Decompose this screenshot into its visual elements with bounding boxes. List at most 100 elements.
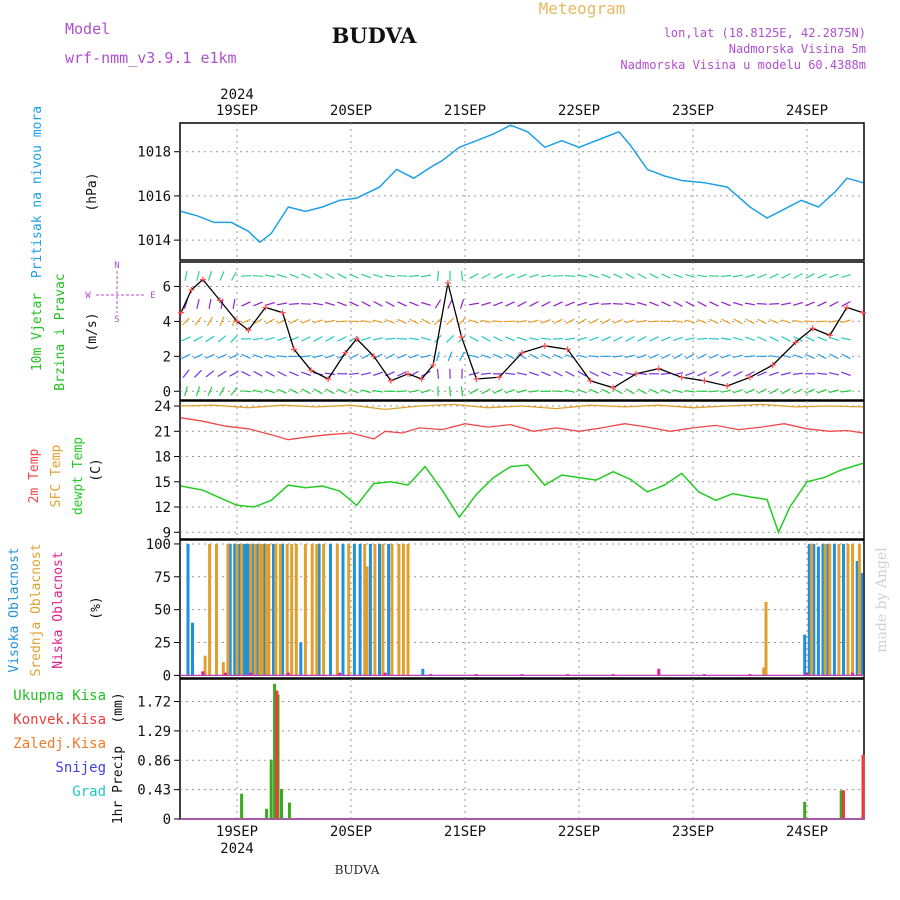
wind-arrow (241, 301, 251, 307)
wind-gust-markers (178, 276, 866, 391)
bar-srednja-oblacnost (851, 543, 855, 676)
wind-arrow (577, 301, 587, 306)
bar-srednja-oblacnost (347, 543, 351, 676)
compass-east: E (150, 291, 155, 301)
wind-arrow (685, 353, 695, 360)
wind-arrow (565, 318, 575, 325)
y-tick-label: 0.43 (137, 783, 171, 799)
bar-srednja-oblacnost (401, 543, 405, 676)
bar-visoka-oblacnost (272, 543, 275, 676)
wind-gust-marker (216, 297, 223, 304)
wind-arrow (756, 303, 768, 305)
wind-arrow (684, 390, 696, 393)
bar-srednja-oblacnost (203, 655, 207, 676)
wind-arrow (733, 337, 743, 341)
day-label-bottom: 22SEP (558, 824, 600, 840)
wind-arrow (193, 353, 203, 359)
wind-arrow (337, 301, 347, 307)
bar-srednja-oblacnost (837, 543, 841, 676)
bar-niska-oblacnost (429, 674, 433, 676)
wind-arrow (685, 319, 695, 324)
wind-arrow (781, 335, 791, 342)
wind-arrow (720, 389, 732, 393)
wind-arrow (481, 388, 491, 395)
wind-gust-marker (245, 327, 252, 334)
wind-arrow (434, 299, 442, 309)
wind-arrow (589, 388, 599, 394)
wind-arrow (576, 354, 588, 358)
bar-niska-oblacnost (249, 672, 253, 676)
wind-arrow (421, 318, 431, 325)
bar-srednja-oblacnost (823, 543, 827, 676)
wind-arrow (384, 274, 396, 278)
wind-arrow (459, 299, 465, 309)
wind-arrow (768, 355, 780, 358)
bar-ukupna-kisa (280, 789, 283, 819)
sfc-temp-line (180, 403, 864, 411)
wind-gust-marker (473, 376, 480, 383)
wind-arrow (288, 303, 300, 305)
bar-visoka-oblacnost (860, 572, 864, 676)
wind-arrow (361, 273, 371, 279)
wind-arrow (529, 390, 539, 393)
wind-arrow (301, 273, 311, 279)
wind-arrow (624, 354, 636, 359)
wind-arrow (373, 300, 383, 307)
cloud-panel: 0 25 50 75 100 Visoka Oblacnost Srednja Obla… (7, 537, 865, 684)
wind-arrow (841, 274, 851, 278)
wind-arrow (252, 389, 264, 393)
wind-arrow (661, 301, 671, 307)
year-bottom: 2024 (220, 841, 254, 857)
wind-arrow (397, 371, 407, 377)
bar-visoka-oblacnost (842, 543, 845, 676)
y-tick-label: 0.86 (137, 753, 171, 769)
wind-arrow (409, 318, 419, 325)
wind-arrow (661, 353, 671, 360)
wind-arrow (840, 337, 852, 341)
wind-arrow (673, 320, 683, 323)
cloud-bars (180, 543, 864, 676)
wind-speed-line (180, 278, 864, 389)
wind-arrow (612, 303, 624, 305)
compass-west: W (85, 291, 91, 301)
wind-arrow (265, 318, 275, 325)
wind-arrow (816, 372, 828, 375)
wind-arrow (661, 389, 671, 394)
wind-gust-marker (860, 309, 866, 316)
wind-arrow (184, 386, 188, 397)
wind-arrow (673, 301, 683, 307)
wind-arrow (516, 372, 528, 376)
wind-arrow (529, 319, 539, 324)
wind-arrow (194, 317, 202, 326)
wind-arrow (181, 353, 191, 360)
wind-arrow (493, 353, 503, 359)
wind-arrow (697, 353, 707, 360)
y-tick-label: 2 (163, 349, 171, 365)
wind-gust-marker (342, 349, 349, 356)
wind-arrow (409, 337, 419, 341)
wind-arrow (636, 319, 648, 323)
wind-arrow (289, 388, 299, 395)
y-tick-label: 25 (154, 636, 171, 652)
wind-arrow (240, 390, 252, 393)
y-tick-label: 15 (154, 475, 171, 491)
pressure-grid (180, 123, 864, 260)
bar-visoka-oblacnost (821, 543, 825, 676)
wind-arrow (264, 354, 276, 359)
y-tick-label: 1.29 (137, 724, 171, 740)
cloud-ylabel-low: Niska Oblacnost (51, 551, 66, 668)
bar-visoka-oblacnost (387, 543, 391, 676)
wind-arrow (517, 273, 527, 279)
wind-arrow (313, 388, 323, 395)
wind-arrow (517, 336, 527, 341)
bar-niska-oblacnost (657, 668, 661, 676)
wind-arrow (817, 273, 827, 279)
y-tick-label: 0 (163, 668, 171, 684)
wind-arrow (721, 337, 731, 341)
wind-grid (180, 262, 864, 400)
product-title: Meteogram (539, 0, 626, 18)
wind-arrow (841, 371, 851, 376)
wind-arrow (685, 300, 695, 307)
